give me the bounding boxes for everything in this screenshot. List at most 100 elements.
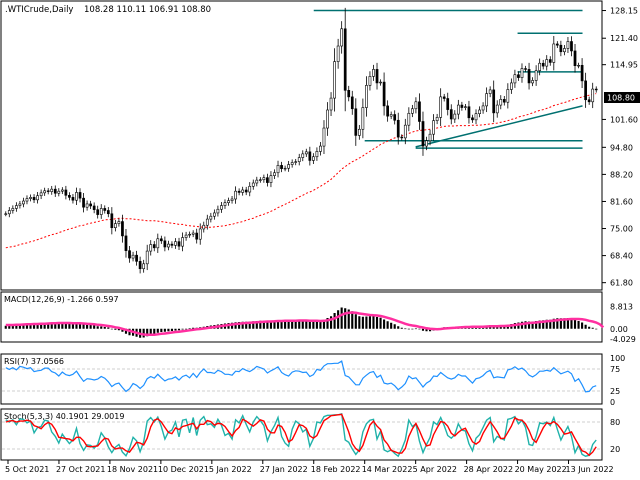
price-tick-label: 81.60 — [610, 197, 633, 206]
candle-body — [563, 48, 566, 53]
macd-bar — [375, 317, 379, 329]
macd-bar — [527, 321, 531, 329]
time-tick-label: 5 Jan 2022 — [209, 465, 252, 474]
macd-bar — [358, 316, 361, 329]
macd-bar — [344, 308, 347, 329]
macd-bar — [549, 319, 552, 329]
time-tick-label: 5 Apr 2022 — [413, 465, 457, 474]
stoch-panel[interactable]: Stoch(5,3,3) 40.1901 29.0019 80 20 — [0, 408, 620, 461]
time-axis: 5 Oct 2021 27 Oct 2021 18 Nov 2021 10 Dec 2… — [5, 460, 614, 474]
macd-bar — [124, 328, 128, 334]
macd-bar — [11, 324, 14, 329]
macd-bar — [566, 318, 570, 329]
candle-body — [315, 151, 319, 158]
candle-body — [545, 59, 549, 67]
macd-bar — [82, 324, 85, 329]
candle-body — [439, 96, 443, 118]
candle-body — [205, 218, 209, 226]
macd-bar — [326, 318, 329, 329]
stoch-label: Stoch(5,3,3) 40.1901 29.0019 — [4, 412, 124, 421]
candle-body — [181, 237, 184, 247]
macd-bar — [93, 325, 96, 329]
macd-bar — [411, 328, 414, 330]
candle-body — [379, 81, 382, 84]
candle-body — [577, 64, 580, 67]
macd-bar — [117, 328, 120, 331]
macd-bar — [252, 321, 255, 329]
candle-body — [531, 80, 534, 84]
candle-body — [234, 190, 237, 200]
macd-bar — [18, 324, 21, 329]
candle-body — [407, 112, 411, 126]
macd-bar — [86, 324, 89, 329]
candle-body — [432, 120, 435, 135]
macd-bar — [4, 325, 7, 329]
candle-body — [290, 162, 294, 165]
candle-body — [258, 179, 262, 181]
stoch-axis: 80 20 — [610, 418, 620, 454]
candle-body — [177, 241, 181, 247]
candle-body — [304, 151, 308, 155]
candle-body — [4, 213, 8, 215]
candle-body — [248, 185, 252, 193]
macd-bar — [372, 316, 375, 329]
candle-body — [393, 114, 397, 121]
rsi-panel[interactable]: RSI(7) 37.0566 100 75 25 0 — [0, 353, 625, 407]
price-panel[interactable]: .WTICrude,Daily 108.28 110.11 106.91 108… — [0, 0, 640, 291]
macd-bar — [57, 322, 60, 329]
macd-bar — [570, 318, 573, 329]
candle-body — [283, 167, 287, 170]
candle-body — [230, 198, 234, 201]
macd-axis: 8.813 0.00-4.029 — [610, 303, 636, 344]
candle-body — [506, 89, 510, 103]
macd-bar — [167, 328, 170, 332]
candle-body — [573, 50, 577, 67]
candle-body — [50, 188, 54, 192]
macd-bar — [185, 328, 188, 330]
macd-panel[interactable]: MACD(12,26,9) -1.266 0.597 8.813 0.00-4.0… — [0, 291, 636, 344]
macd-bar — [43, 323, 46, 329]
candle-body — [425, 140, 428, 147]
macd-signal-path — [5, 311, 605, 337]
candle-body — [414, 101, 418, 110]
candle-body — [244, 189, 248, 193]
candle-body — [273, 172, 276, 176]
candle-body — [591, 88, 595, 103]
macd-bar — [146, 328, 149, 337]
macd-bar — [259, 320, 262, 329]
macd-bar — [379, 317, 382, 329]
macd-bar — [266, 321, 269, 329]
price-tick-label: 75.00 — [610, 225, 633, 234]
candle-body — [478, 109, 481, 114]
macd-bar — [110, 328, 113, 330]
macd-bar — [174, 328, 177, 331]
macd-bar — [121, 328, 124, 332]
trendline[interactable] — [415, 105, 583, 148]
macd-bar — [294, 320, 297, 329]
macd-bar — [421, 328, 425, 331]
macd-bar — [241, 321, 244, 329]
candle-body — [485, 93, 488, 107]
macd-bar — [163, 328, 166, 332]
macd-bar — [280, 320, 283, 329]
candle-body — [29, 197, 32, 199]
time-tick-label: 27 Oct 2021 — [56, 465, 105, 474]
macd-bar — [588, 326, 591, 329]
candle-body — [195, 232, 199, 240]
candle-body — [481, 105, 485, 111]
rsi-line — [5, 360, 597, 393]
chart-title: .WTICrude,Daily — [5, 5, 73, 15]
macd-bar — [400, 327, 403, 329]
macd-bar — [308, 321, 311, 329]
candle-body — [53, 188, 57, 194]
stoch-tick-label: 20 — [610, 445, 620, 454]
time-tick-label: 18 Feb 2022 — [311, 465, 361, 474]
price-tick-label: 121.40 — [610, 34, 638, 43]
last-price-tag — [604, 92, 640, 103]
price-axis: 128.15 121.40 114.95 101.60 94.80 88.20 81.60 7… — [602, 7, 638, 288]
candle-body — [159, 238, 163, 242]
candle-body — [449, 109, 453, 120]
price-tick-label: 101.60 — [610, 115, 638, 124]
candle-body — [60, 189, 64, 192]
